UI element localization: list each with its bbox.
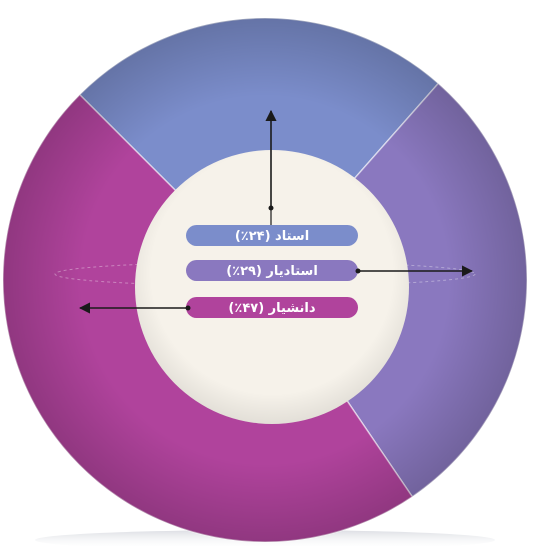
legend-item-ostad: استاد (۲۴٪) [186,225,358,246]
legend-label-ostad: استاد (۲۴٪) [235,229,309,244]
legend-label-ostadyar: استادیار (۲۹٪) [226,264,318,279]
arrow-ostad-dot [268,205,274,211]
center-shading [135,150,409,424]
arrow-ostadyar-dot [355,268,361,274]
legend-pill-daneshyar [186,297,358,318]
legend-pill-ostad [186,225,358,246]
legend-pill-ostadyar [186,260,358,281]
pointer-arrows [78,109,474,314]
legend-item-ostadyar: استادیار (۲۹٪) [186,260,358,281]
legend-item-daneshyar: دانشیار (۴۷٪) [186,297,358,318]
arrow-daneshyar-dot [185,305,191,311]
legend-labels: استاد (۲۴٪) استادیار (۲۹٪) دانشیار (۴۷٪) [186,225,358,318]
legend-label-daneshyar: دانشیار (۴۷٪) [228,301,315,316]
